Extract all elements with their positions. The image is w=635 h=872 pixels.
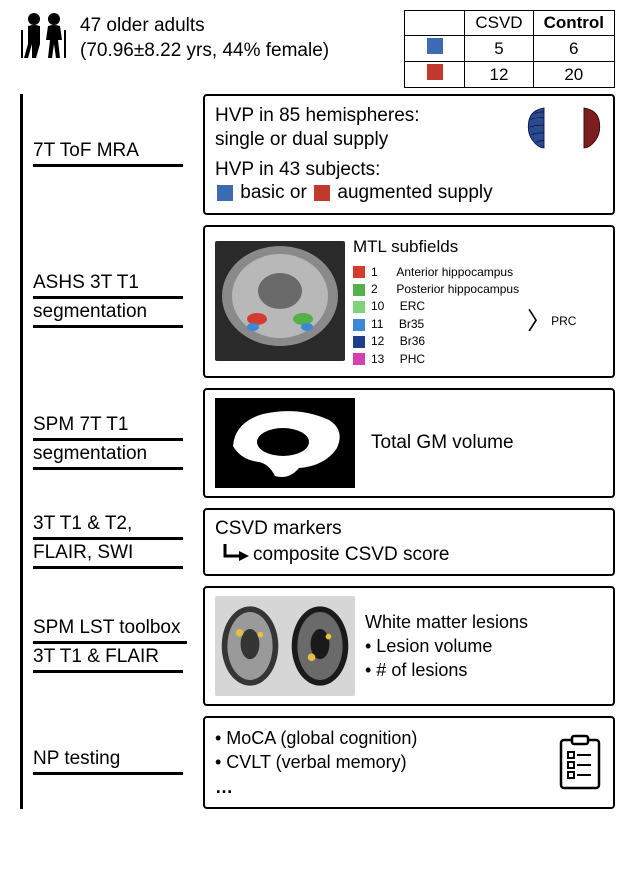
np-text: • MoCA (global cognition) • CVLT (verbal…	[215, 726, 417, 799]
step-4: 3T T1 & T2, FLAIR, SWI CSVD markers comp…	[23, 508, 615, 576]
np-l2: • CVLT (verbal memory)	[215, 750, 417, 774]
csvd-line1: CSVD markers	[215, 518, 342, 540]
mri-coronal-image	[215, 241, 345, 361]
step4-l1: 3T T1 & T2,	[33, 513, 183, 540]
row2-csvd: 12	[465, 62, 533, 88]
augmented-text: augmented supply	[337, 182, 492, 203]
leg-sq-4	[353, 319, 365, 331]
leg-sq-2	[353, 284, 365, 296]
hvp-hemispheres: HVP in 85 hemispheres: single or dual su…	[215, 104, 420, 152]
wm-text: White matter lesions • Lesion volume • #…	[365, 610, 528, 683]
step5-label: SPM LST toolbox 3T T1 & FLAIR	[23, 586, 203, 706]
prc-brace: 〉 PRC	[525, 312, 576, 331]
leg-sq-6	[353, 353, 365, 365]
hvp-subjects: HVP in 43 subjects: basic or augmented s…	[215, 158, 493, 206]
demographics: (70.96±8.22 yrs, 44% female)	[80, 39, 329, 64]
row2-color	[405, 62, 465, 88]
leg-n-4: 11	[371, 316, 383, 333]
hvp-hemi-sub: single or dual supply	[215, 129, 388, 150]
step2-l1: ASHS 3T T1	[33, 272, 183, 299]
brace-icon: 〉	[527, 312, 551, 331]
basic-text: basic or	[240, 182, 307, 203]
step-6: NP testing • MoCA (global cognition) • C…	[23, 716, 615, 809]
step1-box: HVP in 85 hemispheres: single or dual su…	[203, 94, 615, 215]
th-blank	[405, 11, 465, 36]
row1-color	[405, 36, 465, 62]
leg-lbl-2: Posterior hippocampus	[396, 281, 519, 298]
brain-pair-icon	[525, 106, 603, 150]
step3-label: SPM 7T T1 segmentation	[23, 388, 203, 498]
n-subjects: 47 older adults	[80, 14, 329, 39]
cohort-table: CSVD Control 5 6 12 20	[404, 10, 615, 88]
elbow-arrow: composite CSVD score	[221, 544, 449, 566]
elbow-arrow-icon	[221, 544, 249, 566]
leg-n-6: 13	[371, 351, 384, 368]
step-2: ASHS 3T T1 segmentation MTL	[23, 225, 615, 378]
leg-sq-3	[353, 301, 365, 313]
leg-lbl-5: Br36	[400, 333, 425, 350]
steps: 7T ToF MRA HVP in 85 hemispheres: single…	[23, 94, 615, 809]
leg-lbl-6: PHC	[400, 351, 425, 368]
clipboard-icon	[557, 734, 603, 790]
leg-n-5: 12	[371, 333, 384, 350]
mtl-legend: MTL subfields 1 Anterior hippocampus 2 P…	[353, 235, 576, 368]
leg-sq-5	[353, 336, 365, 348]
step5-l1: SPM LST toolbox	[33, 617, 187, 644]
csvd-line2: composite CSVD score	[253, 544, 449, 566]
leg-n-2: 2	[371, 281, 378, 298]
red-square-icon	[314, 185, 330, 201]
step6-box: • MoCA (global cognition) • CVLT (verbal…	[203, 716, 615, 809]
wm-b1: • Lesion volume	[365, 634, 528, 658]
leg-sq-1	[353, 266, 365, 278]
step2-l2: segmentation	[33, 301, 183, 328]
step2-box: MTL subfields 1 Anterior hippocampus 2 P…	[203, 225, 615, 378]
leg-lbl-3: ERC	[400, 298, 425, 315]
leg-lbl-4: Br35	[399, 316, 424, 333]
step3-l1: SPM 7T T1	[33, 414, 183, 441]
step3-box: Total GM volume	[203, 388, 615, 498]
step2-label: ASHS 3T T1 segmentation	[23, 225, 203, 378]
step4-box: CSVD markers composite CSVD score	[203, 508, 615, 576]
step-3: SPM 7T T1 segmentation Total GM volume	[23, 388, 615, 498]
np-l3: …	[215, 775, 417, 799]
wm-lesion-image	[215, 596, 355, 696]
row1-control: 6	[533, 36, 614, 62]
wm-b2: • # of lesions	[365, 658, 528, 682]
timeline: 7T ToF MRA HVP in 85 hemispheres: single…	[20, 94, 615, 809]
elderly-couple-icon	[20, 10, 70, 60]
step6-l1: NP testing	[33, 748, 183, 775]
step5-box: White matter lesions • Lesion volume • #…	[203, 586, 615, 706]
header-text: 47 older adults (70.96±8.22 yrs, 44% fem…	[80, 10, 329, 63]
step5-l2: 3T T1 & FLAIR	[33, 646, 183, 673]
prc-label: PRC	[551, 313, 576, 330]
mtl-title: MTL subfields	[353, 235, 576, 260]
step3-l2: segmentation	[33, 443, 183, 470]
step4-label: 3T T1 & T2, FLAIR, SWI	[23, 508, 203, 576]
th-control: Control	[533, 11, 614, 36]
mtl-legend-list: 1 Anterior hippocampus 2 Posterior hippo…	[353, 264, 519, 368]
row2-control: 20	[533, 62, 614, 88]
header-row: 47 older adults (70.96±8.22 yrs, 44% fem…	[20, 10, 615, 88]
leg-lbl-1: Anterior hippocampus	[396, 264, 513, 281]
hvp-subj-title: HVP in 43 subjects:	[215, 159, 380, 180]
step6-label: NP testing	[23, 716, 203, 809]
leg-n-3: 10	[371, 298, 384, 315]
wm-title: White matter lesions	[365, 610, 528, 634]
step1-label: 7T ToF MRA	[23, 94, 203, 215]
blue-square-icon	[217, 185, 233, 201]
row1-csvd: 5	[465, 36, 533, 62]
leg-n-1: 1	[371, 264, 378, 281]
hvp-hemi-title: HVP in 85 hemispheres:	[215, 105, 420, 126]
step-5: SPM LST toolbox 3T T1 & FLAIR	[23, 586, 615, 706]
step1-label-text: 7T ToF MRA	[33, 140, 183, 167]
np-l1: • MoCA (global cognition)	[215, 726, 417, 750]
step4-l2: FLAIR, SWI	[33, 542, 183, 569]
gm-sagittal-image	[215, 398, 355, 488]
gm-text: Total GM volume	[371, 432, 514, 454]
step-1: 7T ToF MRA HVP in 85 hemispheres: single…	[23, 94, 615, 215]
th-csvd: CSVD	[465, 11, 533, 36]
